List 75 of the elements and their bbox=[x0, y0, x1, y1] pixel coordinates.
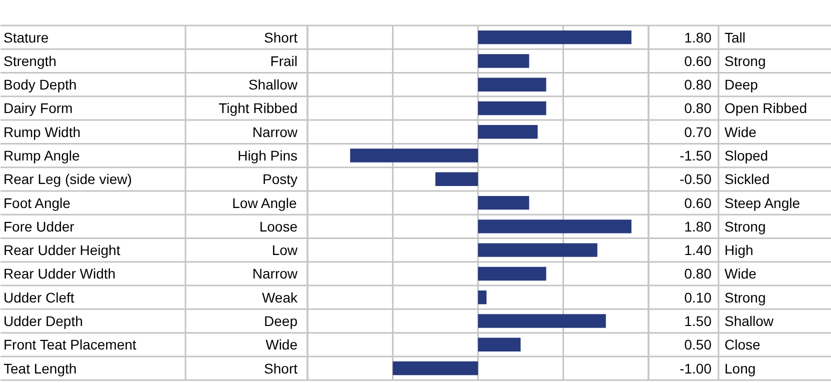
bar bbox=[478, 78, 546, 92]
text: Open Ribbed bbox=[724, 100, 808, 116]
text: Steep Angle bbox=[724, 194, 800, 211]
bar bbox=[392, 361, 478, 376]
data-label: 1.40 bbox=[684, 242, 712, 258]
bar bbox=[478, 125, 538, 139]
text: Wide bbox=[724, 124, 757, 140]
bar bbox=[478, 30, 632, 44]
data-label: 1.80 bbox=[684, 29, 712, 46]
text: Strong bbox=[724, 52, 766, 69]
bar bbox=[478, 266, 546, 281]
bar bbox=[350, 148, 478, 162]
data-label: 0.80 bbox=[684, 76, 712, 93]
text: Shallow bbox=[724, 313, 774, 329]
text: Short bbox=[264, 360, 298, 376]
data-label: 0.60 bbox=[684, 52, 712, 69]
y-tick-label: Udder Depth bbox=[4, 313, 83, 329]
data-label: 0.80 bbox=[684, 100, 712, 116]
bar bbox=[478, 243, 598, 257]
y-tick-label: Dairy Form bbox=[4, 100, 73, 116]
bar bbox=[478, 314, 606, 328]
text: Strong bbox=[724, 218, 766, 234]
bar bbox=[478, 220, 632, 234]
bar bbox=[478, 338, 521, 352]
bar bbox=[478, 196, 530, 210]
data-label: 1.80 bbox=[684, 218, 712, 234]
text: Posty bbox=[262, 171, 298, 188]
data-label: 0.10 bbox=[684, 289, 712, 306]
y-tick-label: Foot Angle bbox=[4, 194, 71, 211]
bar bbox=[478, 290, 487, 304]
text: Narrow bbox=[252, 124, 298, 140]
y-tick-label: Rump Angle bbox=[4, 148, 80, 164]
text: Deep bbox=[724, 76, 758, 93]
text: Frail bbox=[270, 52, 298, 69]
bar bbox=[478, 54, 530, 68]
text: Strong bbox=[724, 289, 766, 306]
y-tick-label: Rear Leg (side view) bbox=[4, 171, 132, 188]
y-tick-label: Body Depth bbox=[4, 76, 77, 93]
text: Sickled bbox=[724, 171, 770, 188]
text: Loose bbox=[259, 218, 298, 234]
y-tick-label: Teat Length bbox=[4, 360, 77, 376]
text: Close bbox=[724, 336, 761, 353]
data-label: 0.50 bbox=[684, 336, 712, 353]
text: Short bbox=[264, 29, 298, 46]
data-label: 0.60 bbox=[684, 194, 712, 211]
y-tick-label: Udder Cleft bbox=[4, 289, 74, 306]
text: High bbox=[724, 242, 754, 258]
y-tick-label: Stature bbox=[4, 29, 49, 46]
data-label: 0.70 bbox=[684, 124, 712, 140]
bar bbox=[435, 172, 478, 186]
y-tick-label: Fore Udder bbox=[4, 218, 75, 234]
text: Low Angle bbox=[232, 194, 297, 211]
data-label: 0.80 bbox=[684, 266, 712, 282]
text: Sloped bbox=[724, 148, 768, 164]
y-tick-label: Front Teat Placement bbox=[4, 336, 136, 353]
data-label: -1.00 bbox=[680, 360, 712, 376]
text: Tight Ribbed bbox=[218, 100, 298, 116]
text: Narrow bbox=[252, 266, 298, 282]
y-tick-label: Rump Width bbox=[4, 124, 81, 140]
text: Shallow bbox=[248, 76, 298, 93]
text: Deep bbox=[264, 313, 298, 329]
y-tick-label: Rear Udder Height bbox=[4, 242, 120, 258]
text: High Pins bbox=[238, 148, 298, 164]
data-label: 1.50 bbox=[684, 313, 712, 329]
bar bbox=[478, 101, 546, 116]
text: Wide bbox=[724, 266, 757, 282]
text: Wide bbox=[266, 336, 298, 353]
y-tick-label: Rear Udder Width bbox=[4, 266, 116, 282]
text: Weak bbox=[262, 289, 298, 306]
data-label: -0.50 bbox=[680, 171, 712, 188]
text: Tall bbox=[724, 29, 746, 46]
data-label: -1.50 bbox=[680, 148, 712, 164]
text: Low bbox=[272, 242, 298, 258]
y-tick-label: Strength bbox=[4, 52, 56, 69]
text: Long bbox=[724, 360, 756, 376]
